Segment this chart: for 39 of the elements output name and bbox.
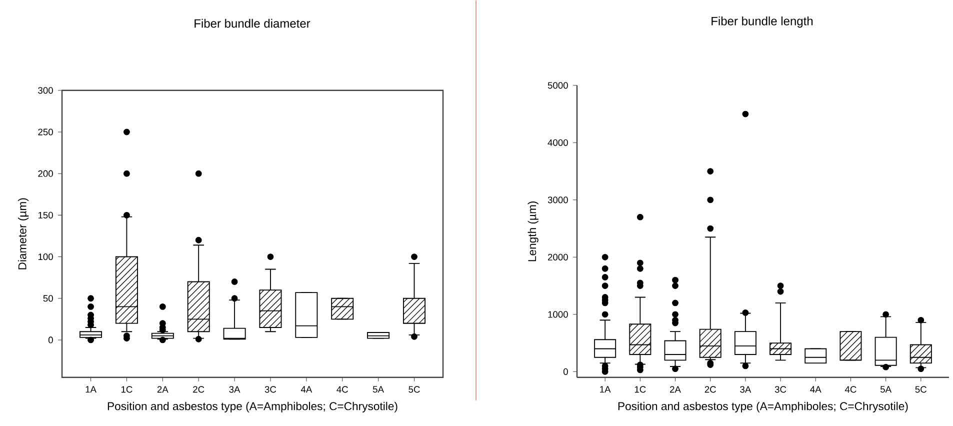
x-tick-label: 4C [844, 386, 856, 393]
x-tick-label: 1C [121, 386, 132, 393]
x-tick-label: 4A [810, 386, 822, 392]
x-tick-label: 2C [704, 386, 716, 393]
y-tick-label: 50 [43, 294, 53, 302]
y-tick-label: 200 [38, 170, 53, 177]
x-tick-label: 1A [600, 386, 611, 392]
x-tick-label: 5C [408, 386, 420, 393]
x-tick-label: 4C [336, 386, 348, 393]
x-tick-label: 2C [193, 386, 204, 393]
x-tick-label: 3A [740, 386, 752, 393]
y-tick-label: 100 [38, 253, 53, 260]
x-tick-label: 3C [774, 386, 786, 393]
chart-title: Fiber bundle diameter [194, 18, 310, 28]
x-tick-label: 1A [86, 386, 96, 392]
y-tick-label: 5000 [548, 82, 568, 89]
y-tick-label: 300 [38, 86, 53, 94]
y-tick-label: 0 [48, 336, 53, 344]
x-tick-label: 5A [372, 386, 384, 392]
y-tick-label: 150 [38, 212, 53, 218]
y-axis-title: Length (µm) [528, 201, 538, 261]
x-tick-label: 2A [157, 386, 168, 392]
x-tick-label: 5A [880, 386, 892, 392]
x-tick-label: 4A [300, 386, 312, 392]
x-axis-title: Position and asbestos type (A=Amphiboles; C=Chrysotile) [108, 402, 398, 412]
chart-title: Fiber bundle length [712, 16, 813, 28]
y-tick-label: 4000 [548, 139, 568, 146]
y-tick-label: 0 [563, 368, 568, 375]
x-tick-label: 3A [229, 386, 240, 393]
x-tick-label: 3C [264, 386, 276, 393]
x-axis-title: Position and asbestos type (A=Amphiboles; C=Chrysotile) [618, 402, 908, 412]
x-tick-label: 1C [634, 386, 646, 393]
y-tick-label: 2000 [548, 254, 568, 260]
x-tick-label: 2A [670, 386, 681, 392]
y-tick-label: 3000 [548, 196, 568, 204]
x-tick-label: 5C [915, 386, 927, 393]
y-tick-label: 250 [38, 128, 53, 136]
y-axis-title: Diameter (µm) [18, 198, 29, 270]
y-tick-label: 1000 [548, 310, 568, 318]
